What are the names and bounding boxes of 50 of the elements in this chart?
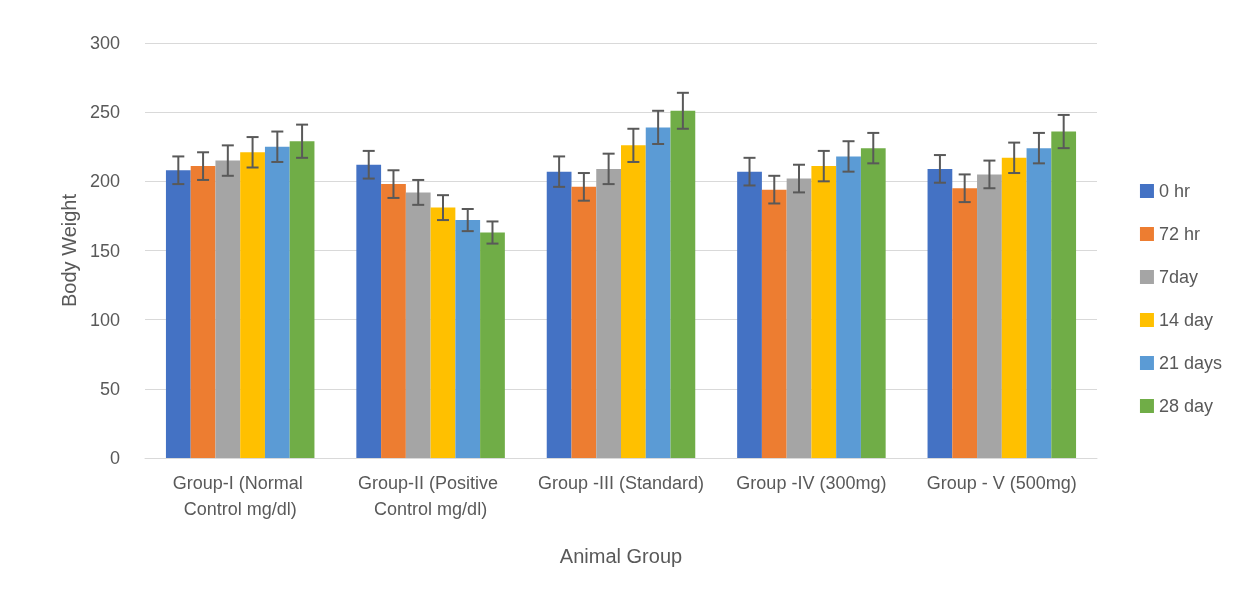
x-axis-title: Animal Group [559,545,683,567]
bar [811,166,837,458]
x-tick-label: Group-I (Normal Control mg/dl) [172,473,308,519]
bar [480,232,505,458]
bar [430,207,456,458]
legend-label: 7day [1158,267,1198,287]
bar [836,156,861,458]
legend-label: 21 days [1158,353,1222,373]
bar [165,170,191,458]
legend-label: 0 hr [1158,181,1190,201]
bar [1026,148,1052,458]
bar [381,184,406,458]
y-tick-label: 50 [99,378,120,399]
bar [977,174,1002,458]
bar [761,189,787,458]
bar [546,171,572,458]
bar [405,192,431,458]
bar [952,188,978,458]
bar [190,166,216,458]
legend-label: 14 day [1158,310,1213,330]
bar [289,141,315,458]
y-tick-label: 250 [89,102,120,123]
y-tick-label: 200 [89,171,120,192]
x-tick-label: Group-II (Positive Control mg/dl) [358,473,504,519]
bar [737,171,762,458]
bar [927,168,953,458]
bar [670,110,696,458]
bar [240,152,265,458]
y-tick-label: 100 [89,309,120,330]
x-tick-label: Group - V (500mg) [926,473,1077,493]
bar [1051,131,1077,458]
y-axis-title: Body Weight [58,193,81,308]
legend-label: 28 day [1158,396,1213,416]
bar [264,146,290,458]
bar [215,160,241,458]
bar [860,148,886,458]
bar [786,178,812,458]
bar [356,164,382,458]
bar [621,145,646,458]
x-tick-label: Group -IV (300mg) [736,473,887,493]
y-tick-label: 150 [89,240,120,261]
bar [571,186,597,458]
y-tick-label: 0 [109,448,120,468]
bar [455,220,481,458]
y-tick-label: 300 [89,33,120,53]
bar [1001,157,1027,458]
legend-label: 72 hr [1158,224,1200,244]
bar [645,127,671,458]
bar [596,168,621,458]
x-tick-label: Group -III (Standard) [537,473,705,493]
